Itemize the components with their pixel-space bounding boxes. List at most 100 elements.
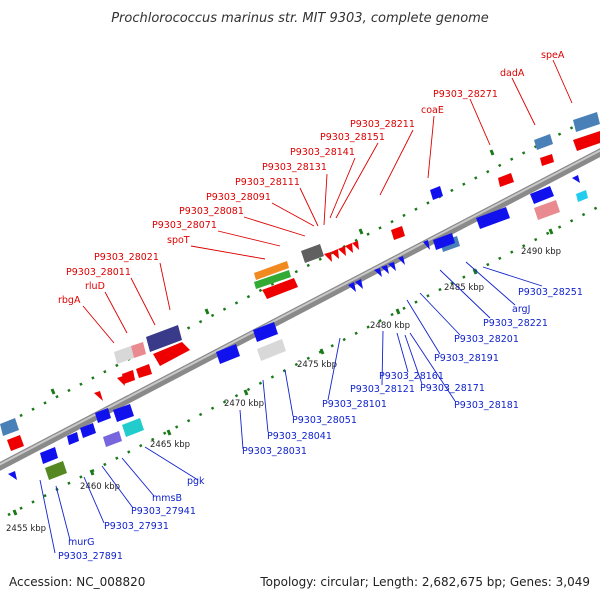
- gene-arrow[interactable]: [95, 408, 111, 423]
- gene-label[interactable]: P9303_28141: [290, 147, 355, 158]
- gene-arrow[interactable]: [254, 270, 291, 289]
- leader-line: [427, 115, 435, 179]
- gene-label[interactable]: coaE: [421, 105, 444, 116]
- gene-arrow[interactable]: [530, 186, 554, 204]
- leader-line: [190, 245, 266, 260]
- gene-label[interactable]: P9303_28271: [433, 89, 498, 100]
- gene-label[interactable]: P9303_27941: [131, 506, 196, 517]
- ruler-label: 2465 kbp: [150, 440, 190, 450]
- gene-label[interactable]: argJ: [512, 304, 530, 315]
- gene-arrow[interactable]: [136, 364, 152, 378]
- gene-label[interactable]: P9303_28041: [267, 431, 332, 442]
- gene-arrow[interactable]: [572, 175, 580, 183]
- major-tick: [489, 149, 495, 156]
- leader-line: [121, 457, 155, 497]
- gene-arrow[interactable]: [534, 134, 553, 150]
- gene-label[interactable]: P9303_28031: [242, 446, 307, 457]
- gene-arrow[interactable]: [534, 200, 560, 220]
- gene-arrow[interactable]: [113, 404, 134, 422]
- gene-label[interactable]: P9303_27931: [104, 521, 169, 532]
- gene-label[interactable]: P9303_28101: [322, 399, 387, 410]
- gene-label[interactable]: P9303_28091: [206, 192, 271, 203]
- major-tick: [395, 308, 401, 315]
- gene-label[interactable]: P9303_28251: [518, 287, 583, 298]
- gene-label[interactable]: P9303_28211: [350, 119, 415, 130]
- gene-label[interactable]: P9303_28111: [235, 177, 300, 188]
- leader-line: [396, 332, 409, 373]
- gene-arrow[interactable]: [573, 112, 600, 132]
- gene-arrow[interactable]: [122, 370, 135, 384]
- gene-label[interactable]: P9303_28071: [152, 220, 217, 231]
- leader-line: [55, 485, 71, 541]
- gene-arrow[interactable]: [94, 391, 103, 401]
- gene-label[interactable]: P9303_28081: [179, 206, 244, 217]
- gene-arrow[interactable]: [153, 342, 190, 366]
- gene-label[interactable]: P9303_28131: [262, 162, 327, 173]
- gene-arrow[interactable]: [388, 262, 396, 271]
- gene-arrow[interactable]: [0, 418, 19, 436]
- gene-arrow[interactable]: [430, 186, 443, 200]
- gene-arrow[interactable]: [540, 154, 554, 166]
- gene-arrow[interactable]: [423, 240, 430, 250]
- gene-label[interactable]: P9303_27891: [58, 551, 123, 562]
- gene-arrow[interactable]: [381, 265, 389, 274]
- gene-arrow[interactable]: [8, 471, 17, 480]
- leader-line: [469, 98, 491, 146]
- gene-arrow[interactable]: [216, 344, 240, 364]
- leader-line: [239, 409, 244, 450]
- gene-label[interactable]: P9303_28171: [420, 383, 485, 394]
- gene-arrow[interactable]: [7, 435, 24, 451]
- gene-arrow[interactable]: [122, 418, 144, 437]
- gene-arrow[interactable]: [348, 282, 356, 292]
- gene-arrow[interactable]: [114, 346, 134, 364]
- gene-arrow[interactable]: [331, 249, 339, 259]
- gene-arrow[interactable]: [131, 342, 146, 358]
- gene-arrow[interactable]: [345, 243, 353, 253]
- tick-row-upper: [19, 111, 600, 418]
- gene-arrow[interactable]: [355, 279, 363, 289]
- gene-arrow[interactable]: [374, 268, 382, 277]
- gene-arrow[interactable]: [117, 376, 125, 386]
- gene-label[interactable]: spoT: [167, 235, 190, 246]
- gene-arrow[interactable]: [257, 339, 286, 361]
- gene-arrow[interactable]: [67, 432, 79, 445]
- gene-arrow[interactable]: [433, 233, 455, 250]
- gene-arrow[interactable]: [146, 325, 182, 352]
- gene-label[interactable]: P9303_28051: [292, 415, 357, 426]
- gene-arrow[interactable]: [324, 252, 332, 262]
- gene-arrow[interactable]: [338, 246, 346, 256]
- gene-arrow[interactable]: [573, 131, 600, 151]
- gene-arrow[interactable]: [253, 322, 278, 342]
- gene-label[interactable]: pgk: [187, 476, 205, 487]
- gene-label[interactable]: murG: [68, 537, 95, 548]
- gene-label[interactable]: P9303_28011: [66, 267, 131, 278]
- gene-arrow[interactable]: [476, 207, 510, 229]
- gene-label[interactable]: P9303_28191: [434, 353, 499, 364]
- leader-line: [329, 157, 356, 219]
- gene-arrow[interactable]: [498, 173, 514, 187]
- gene-arrow[interactable]: [40, 447, 58, 464]
- gene-arrow[interactable]: [254, 261, 289, 280]
- gene-label[interactable]: P9303_28221: [483, 318, 548, 329]
- gene-label[interactable]: P9303_28161: [379, 371, 444, 382]
- gene-arrow[interactable]: [352, 241, 359, 250]
- gene-arrow[interactable]: [45, 461, 67, 480]
- gene-arrow[interactable]: [262, 278, 298, 299]
- gene-label[interactable]: dadA: [500, 68, 525, 79]
- gene-label[interactable]: rbgA: [58, 295, 81, 306]
- gene-arrow[interactable]: [80, 423, 96, 438]
- gene-label[interactable]: P9303_28181: [454, 400, 519, 411]
- gene-arrow[interactable]: [301, 244, 324, 263]
- gene-label[interactable]: speA: [541, 50, 565, 61]
- gene-label[interactable]: rluD: [85, 281, 105, 292]
- gene-label[interactable]: P9303_28151: [320, 132, 385, 143]
- major-tick: [319, 348, 325, 355]
- gene-arrow[interactable]: [103, 431, 122, 447]
- gene-arrow[interactable]: [576, 190, 588, 202]
- gene-label[interactable]: P9303_28121: [350, 384, 415, 395]
- gene-arrow[interactable]: [391, 226, 405, 240]
- gene-label[interactable]: mmsB: [152, 493, 182, 504]
- gene-label[interactable]: P9303_28021: [94, 252, 159, 263]
- gene-arrow[interactable]: [398, 256, 405, 265]
- gene-label[interactable]: P9303_28201: [454, 334, 519, 345]
